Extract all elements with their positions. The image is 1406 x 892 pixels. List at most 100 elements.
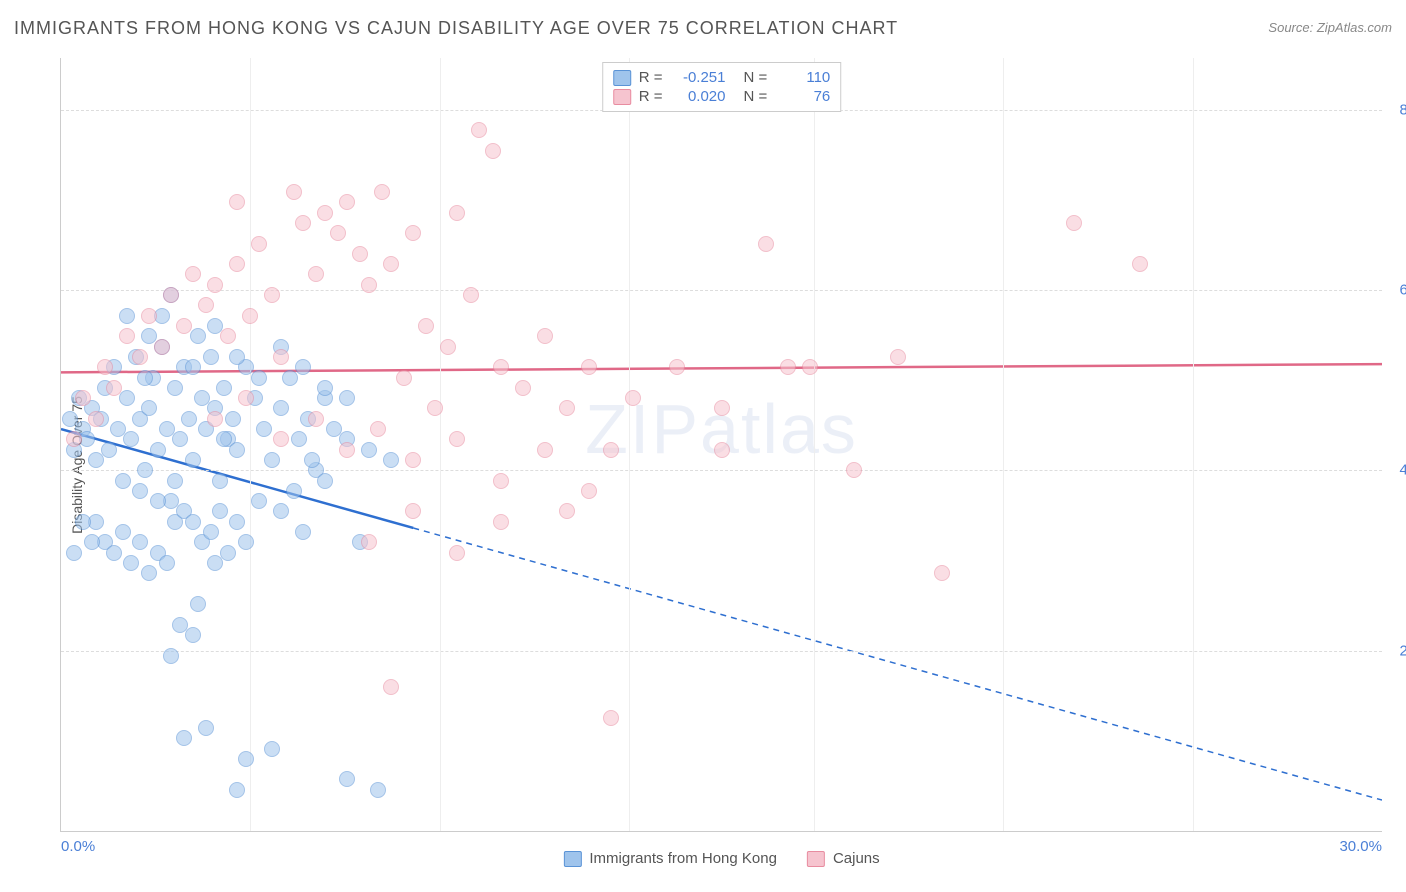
data-point [123, 555, 139, 571]
correlation-legend: R =-0.251N =110R =0.020N =76 [602, 62, 842, 112]
gridline [629, 58, 630, 831]
data-point [291, 431, 307, 447]
data-point [115, 473, 131, 489]
data-point [361, 534, 377, 550]
data-point [714, 400, 730, 416]
data-point [123, 431, 139, 447]
data-point [370, 421, 386, 437]
data-point [264, 287, 280, 303]
legend-label: Immigrants from Hong Kong [589, 850, 777, 867]
data-point [405, 503, 421, 519]
data-point [212, 503, 228, 519]
data-point [88, 452, 104, 468]
data-point [84, 534, 100, 550]
data-point [185, 266, 201, 282]
data-point [207, 411, 223, 427]
data-point [159, 555, 175, 571]
data-point [339, 390, 355, 406]
legend-row: R =0.020N =76 [613, 88, 831, 105]
data-point [172, 617, 188, 633]
data-point [339, 442, 355, 458]
x-tick-label: 0.0% [61, 838, 95, 855]
gridline [61, 290, 1382, 291]
data-point [216, 380, 232, 396]
data-point [119, 308, 135, 324]
legend-item: Immigrants from Hong Kong [563, 850, 777, 867]
scatter-plot: ZIPatlas R =-0.251N =110R =0.020N =76 Im… [60, 58, 1382, 832]
data-point [802, 359, 818, 375]
data-point [198, 720, 214, 736]
data-point [537, 328, 553, 344]
data-point [758, 236, 774, 252]
data-point [66, 545, 82, 561]
data-point [185, 627, 201, 643]
data-point [780, 359, 796, 375]
data-point [286, 483, 302, 499]
data-point [176, 318, 192, 334]
data-point [493, 359, 509, 375]
data-point [449, 545, 465, 561]
data-point [256, 421, 272, 437]
data-point [163, 287, 179, 303]
data-point [163, 648, 179, 664]
data-point [405, 452, 421, 468]
data-point [383, 679, 399, 695]
data-point [418, 318, 434, 334]
data-point [242, 308, 258, 324]
y-tick-label: 45.0% [1387, 462, 1406, 479]
data-point [493, 514, 509, 530]
data-point [846, 462, 862, 478]
data-point [890, 349, 906, 365]
data-point [185, 359, 201, 375]
data-point [559, 503, 575, 519]
data-point [132, 349, 148, 365]
x-tick-label: 30.0% [1339, 838, 1382, 855]
data-point [669, 359, 685, 375]
data-point [273, 431, 289, 447]
data-point [185, 452, 201, 468]
legend-swatch [613, 89, 631, 105]
data-point [238, 751, 254, 767]
data-point [185, 514, 201, 530]
data-point [101, 442, 117, 458]
data-point [119, 390, 135, 406]
data-point [75, 390, 91, 406]
data-point [141, 308, 157, 324]
data-point [132, 534, 148, 550]
data-point [119, 328, 135, 344]
data-point [150, 493, 166, 509]
data-point [361, 277, 377, 293]
data-point [190, 328, 206, 344]
gridline [61, 651, 1382, 652]
data-point [339, 771, 355, 787]
data-point [207, 555, 223, 571]
data-point [273, 349, 289, 365]
data-point [286, 184, 302, 200]
data-point [229, 782, 245, 798]
data-point [115, 524, 131, 540]
data-point [304, 452, 320, 468]
data-point [225, 411, 241, 427]
data-point [581, 359, 597, 375]
source-link[interactable]: ZipAtlas.com [1317, 20, 1392, 35]
data-point [934, 565, 950, 581]
data-point [405, 225, 421, 241]
data-point [317, 380, 333, 396]
gridline [1193, 58, 1194, 831]
data-point [176, 730, 192, 746]
data-point [190, 596, 206, 612]
data-point [229, 349, 245, 365]
data-point [273, 503, 289, 519]
data-point [440, 339, 456, 355]
data-point [273, 400, 289, 416]
legend-item: Cajuns [807, 850, 880, 867]
data-point [603, 442, 619, 458]
data-point [229, 194, 245, 210]
data-point [370, 782, 386, 798]
data-point [485, 143, 501, 159]
data-point [537, 442, 553, 458]
data-point [137, 462, 153, 478]
data-point [361, 442, 377, 458]
data-point [229, 256, 245, 272]
data-point [383, 452, 399, 468]
